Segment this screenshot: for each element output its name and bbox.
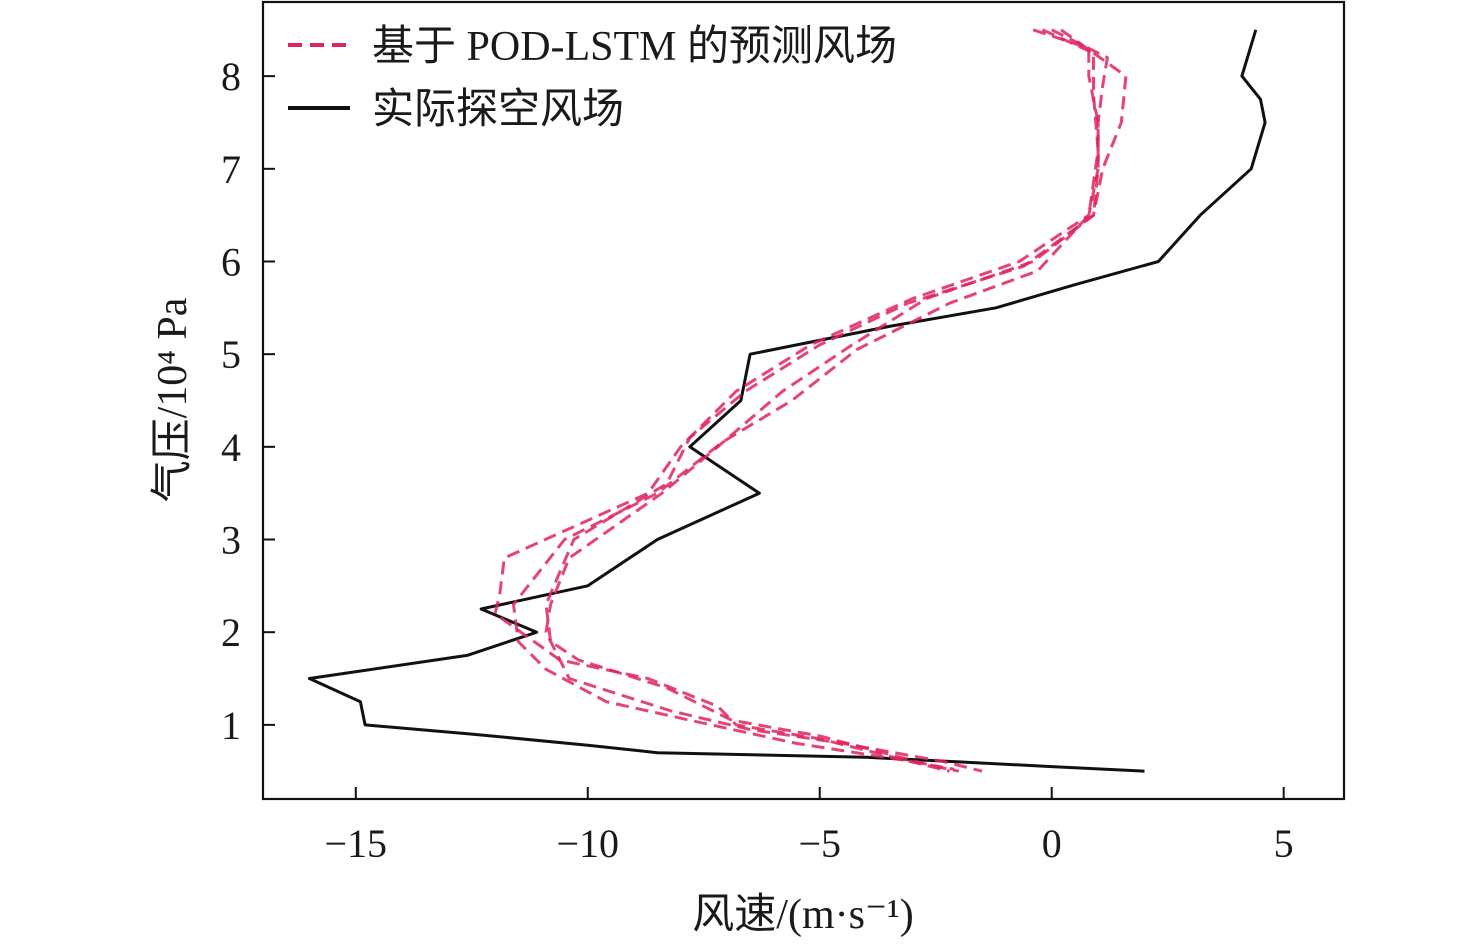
predicted-series-line-4: [512, 28, 1100, 771]
y-tick-label: 1: [221, 703, 241, 748]
legend-label-actual: 实际探空风场: [372, 86, 624, 133]
predicted-series-line-3: [544, 28, 1128, 773]
y-axis-label: 气压/10⁴ Pa: [150, 297, 196, 502]
y-tick-label: 3: [221, 518, 241, 563]
x-tick-label: 0: [1042, 821, 1062, 866]
x-tick-label: 5: [1274, 821, 1294, 866]
y-tick-label: 6: [221, 239, 241, 284]
x-tick-label: −5: [798, 821, 841, 866]
legend: 基于 POD-LSTM 的预测风场 实际探空风场: [288, 24, 897, 133]
y-tick-label: 8: [221, 54, 241, 99]
x-tick-label: −15: [325, 821, 388, 866]
plot-frame: [261, 0, 1346, 801]
legend-label-predicted: 基于 POD-LSTM 的预测风场: [372, 24, 897, 70]
series-layer: [307, 28, 1267, 773]
x-axis-label: 风速/(m·s⁻¹): [692, 892, 913, 938]
y-tick-label: 4: [221, 425, 241, 470]
predicted-series-line-1: [493, 28, 1100, 773]
actual-series-line: [307, 29, 1267, 773]
tick-layer: −15 −10 −5 0 5 1 2 3 4 5 6 7 8: [221, 54, 1294, 866]
y-tick-label: 2: [221, 610, 241, 655]
y-tick-label: 7: [221, 147, 241, 192]
x-tick-label: −10: [556, 821, 619, 866]
predicted-series-line-2: [544, 28, 1109, 773]
y-tick-label: 5: [221, 332, 241, 377]
